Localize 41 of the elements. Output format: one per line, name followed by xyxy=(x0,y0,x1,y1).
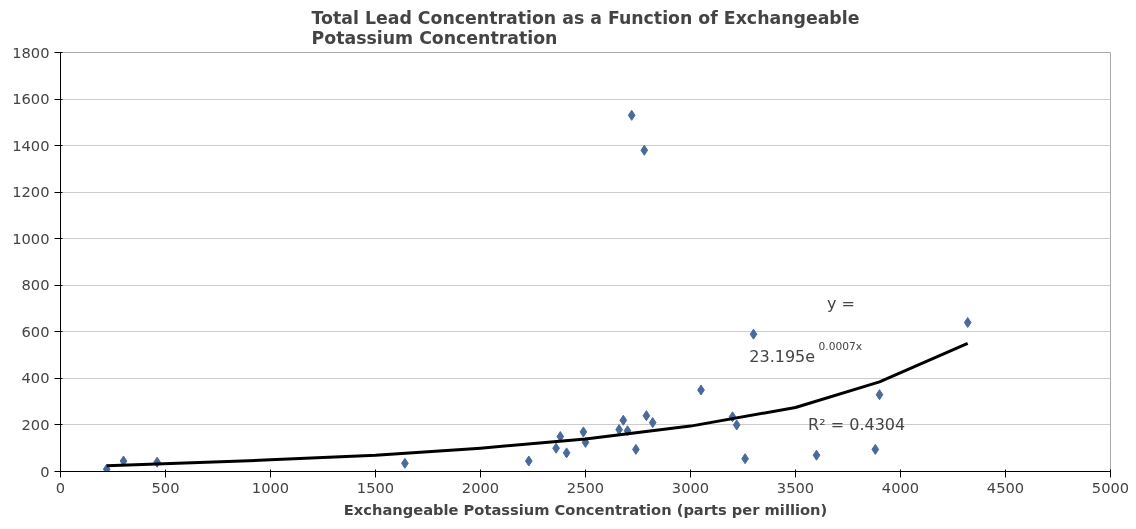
annotation: R² = 0.4304 xyxy=(808,415,906,435)
point xyxy=(812,449,821,461)
y-tick-label: 1600 xyxy=(12,90,50,108)
point xyxy=(524,455,533,467)
annotation: y = xyxy=(827,294,855,314)
y-tick-label: 600 xyxy=(21,322,50,340)
x-tick-label: 3000 xyxy=(671,478,710,496)
x-tick-label: 3500 xyxy=(776,478,815,496)
point xyxy=(579,426,588,438)
x-tick-label: 2000 xyxy=(461,478,500,496)
point xyxy=(875,389,884,401)
y-tick-label: 1800 xyxy=(12,43,50,61)
y-tick-label: 400 xyxy=(21,369,50,387)
point xyxy=(963,317,972,329)
point xyxy=(640,144,649,156)
y-tick-label: 1200 xyxy=(12,183,50,201)
y-tick-label: 800 xyxy=(21,276,50,294)
x-tick-label: 4500 xyxy=(986,478,1025,496)
x-tick-label: 4000 xyxy=(881,478,920,496)
x-tick-label: 2500 xyxy=(566,478,605,496)
point xyxy=(619,414,628,426)
y-tick-label: 1000 xyxy=(12,229,50,247)
point xyxy=(627,109,636,121)
y-tick-label: 200 xyxy=(21,415,50,433)
point xyxy=(642,410,651,422)
point xyxy=(749,328,758,340)
x-tick-label: 500 xyxy=(151,478,180,496)
y-tick-label: 1400 xyxy=(12,136,50,154)
annotation: 23.195e0.0007x xyxy=(749,340,863,367)
point xyxy=(648,417,657,429)
x-tick-label: 5000 xyxy=(1091,478,1130,496)
y-tick-label: 0 xyxy=(40,462,50,480)
x-tick-label: 1500 xyxy=(356,478,395,496)
x-tick-label: 1000 xyxy=(251,478,290,496)
point xyxy=(562,447,571,459)
point xyxy=(732,419,741,431)
x-axis-title: Exchangeable Potassium Concentration (parts per million) xyxy=(343,500,828,518)
point xyxy=(871,443,880,455)
point xyxy=(102,463,111,472)
chart-title: Total Lead Concentration as a Function of Exchangeable Potassium Concentration xyxy=(311,7,860,48)
x-tick-label: 0 xyxy=(55,478,66,496)
